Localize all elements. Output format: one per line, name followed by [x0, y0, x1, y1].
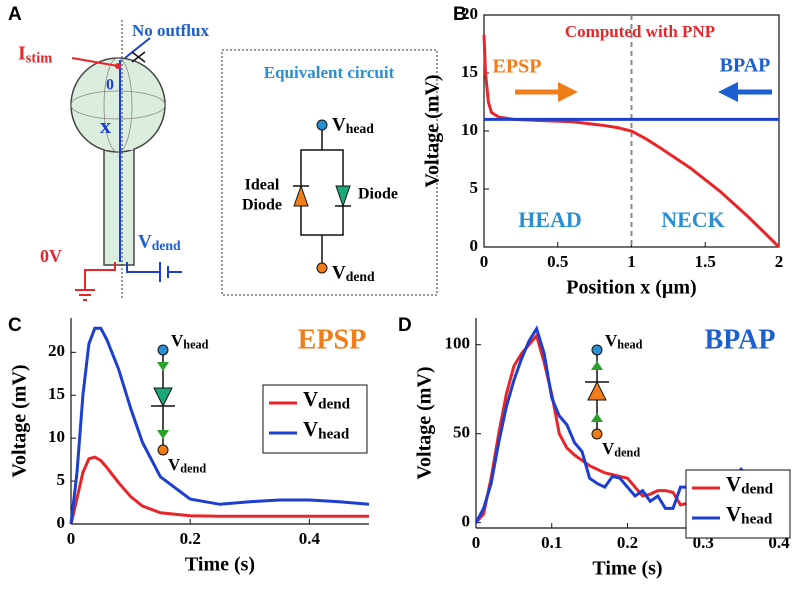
inset-label: Vdend — [168, 455, 206, 476]
inset-node — [157, 344, 169, 356]
y-axis-label: Voltage (mV) — [414, 366, 436, 479]
y-tick-label: 5 — [470, 178, 479, 197]
panel-label: A — [8, 4, 22, 25]
annotation: HEAD — [518, 207, 582, 232]
legend-box — [685, 469, 791, 539]
y-tick-label: 20 — [48, 341, 65, 360]
label: x — [100, 113, 111, 138]
x-tick-label: 0.1 — [541, 533, 562, 552]
x-tick-label: 1.5 — [695, 252, 716, 271]
y-tick-label: 5 — [57, 470, 66, 489]
inset-node — [157, 444, 169, 456]
label: 0V — [40, 246, 62, 266]
y-tick-label: 10 — [461, 120, 478, 139]
label: No outflux — [132, 21, 209, 40]
inset-label: Vhead — [171, 331, 209, 352]
y-tick-label: 0 — [470, 236, 479, 255]
y-tick-label: 15 — [48, 384, 65, 403]
x-tick-label: 1 — [627, 252, 636, 271]
label: Vdend — [138, 231, 181, 253]
annotation: Computed with PNP — [565, 22, 715, 41]
y-tick-label: 100 — [445, 334, 471, 353]
label: Equivalent circuit — [264, 63, 395, 82]
inset-marker — [591, 413, 603, 422]
label: Diode — [242, 197, 282, 214]
annotation: NECK — [661, 207, 725, 232]
y-axis-label: Voltage (mV) — [422, 74, 444, 187]
x-tick-label: 0.2 — [180, 529, 201, 548]
x-tick-label: 0 — [480, 252, 489, 271]
label: Vdend — [332, 262, 375, 284]
arrow-head — [558, 82, 578, 102]
panel-label: B — [453, 4, 467, 25]
data-line — [482, 34, 781, 249]
y-tick-label: 50 — [453, 423, 470, 442]
x-tick-label: 0 — [67, 529, 76, 548]
spine-diagram: Istim No outflux 0 x 0V Vdend Equivalent… — [18, 20, 438, 301]
annotation: BPAP — [720, 55, 771, 77]
annotation: EPSP — [493, 56, 542, 78]
x-tick-label: 2 — [775, 252, 784, 271]
y-tick-label: 10 — [48, 427, 65, 446]
legend-box — [262, 384, 368, 454]
label: Diode — [358, 186, 398, 203]
x-axis-label: Position x (µm) — [566, 277, 696, 299]
x-tick-label: 0.5 — [547, 252, 568, 271]
y-axis-label: Voltage (mV) — [9, 364, 31, 477]
inset-marker — [591, 361, 603, 370]
data-line — [69, 326, 370, 525]
x-tick-label: 0 — [472, 533, 481, 552]
y-tick-label: 20 — [461, 4, 478, 23]
panel-title: BPAP — [704, 324, 775, 355]
data-line — [69, 455, 369, 525]
x-axis-label: Time (s) — [185, 554, 255, 576]
label: Ideal — [245, 177, 280, 194]
inset-diode — [153, 387, 173, 408]
inset-diode — [587, 380, 607, 401]
y-tick-label: 15 — [461, 62, 478, 81]
label: Istim — [18, 43, 52, 67]
label: 0 — [106, 77, 114, 94]
x-tick-label: 0.2 — [617, 533, 638, 552]
x-axis-label: Time (s) — [592, 558, 662, 580]
panel-title: EPSP — [298, 324, 366, 355]
inset-label: Vdend — [602, 439, 640, 460]
inset-node — [591, 428, 603, 440]
inset-marker — [157, 362, 169, 371]
label: Vhead — [332, 114, 374, 136]
panel-label: C — [8, 315, 22, 336]
panel-label: D — [398, 315, 412, 336]
arrow-head — [718, 82, 738, 102]
y-tick-label: 0 — [57, 513, 66, 532]
x-tick-label: 0.4 — [299, 529, 321, 548]
inset-marker — [157, 430, 169, 439]
inset-node — [591, 344, 603, 356]
y-tick-label: 0 — [462, 512, 471, 531]
inset-label: Vhead — [605, 331, 643, 352]
